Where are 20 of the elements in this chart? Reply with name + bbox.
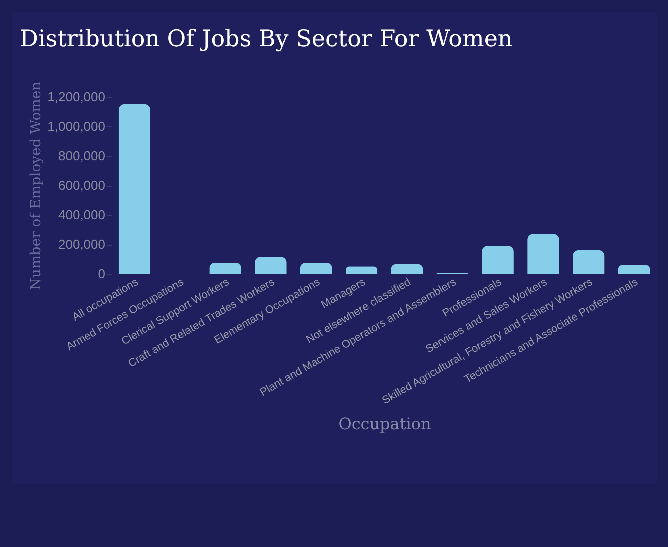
bar — [255, 257, 287, 274]
chart-title: Distribution Of Jobs By Sector For Women — [20, 26, 513, 52]
y-axis-title: Number of Employed Women — [28, 82, 45, 290]
y-tick-label: 800,000 — [58, 148, 106, 164]
bar — [618, 265, 650, 274]
x-axis-title: Occupation — [338, 414, 432, 434]
bar — [346, 266, 378, 274]
bar — [391, 264, 424, 274]
y-tick-label: 1,200,000 — [48, 90, 106, 104]
y-tick-label: 1,000,000 — [48, 119, 106, 134]
bar — [118, 104, 151, 274]
y-tick-label: 200,000 — [58, 237, 106, 252]
y-tick-label: 400,000 — [58, 208, 106, 222]
bar — [572, 250, 605, 274]
bar — [300, 262, 332, 274]
y-tick-label: 600,000 — [58, 178, 106, 193]
bar — [210, 262, 242, 274]
bar — [482, 246, 514, 274]
bar — [528, 234, 560, 274]
y-tick-label: 0 — [98, 266, 106, 282]
